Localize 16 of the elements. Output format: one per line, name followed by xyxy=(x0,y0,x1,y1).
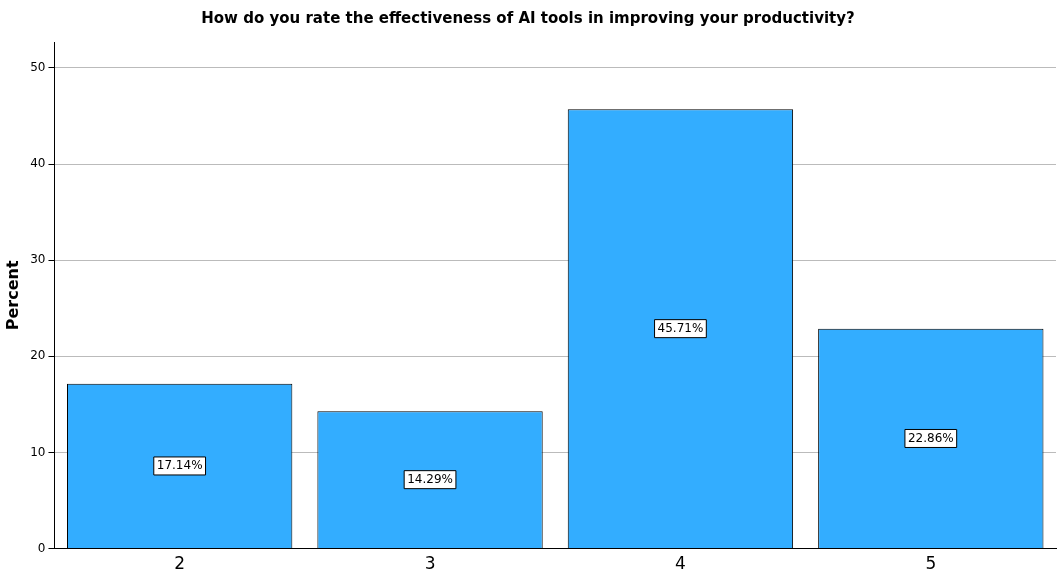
y-tick-label: 20 xyxy=(30,348,46,363)
data-label: 14.29% xyxy=(407,471,453,486)
y-tick-label: 10 xyxy=(30,444,46,459)
data-label: 45.71% xyxy=(657,320,704,335)
x-tick-label: 3 xyxy=(424,553,436,574)
data-label: 17.14% xyxy=(156,458,203,473)
y-tick-label: 30 xyxy=(30,252,46,267)
data-label: 22.86% xyxy=(907,430,954,445)
y-tick-label: 40 xyxy=(30,156,46,171)
x-tick-label: 4 xyxy=(675,553,686,574)
x-tick-label: 5 xyxy=(925,553,937,574)
chart-title: How do you rate the effectiveness of AI tools in improving your productivity? xyxy=(201,8,855,27)
x-tick-label: 2 xyxy=(174,553,186,574)
y-axis-title: Percent xyxy=(2,260,22,331)
y-tick-label: 0 xyxy=(37,540,46,555)
y-tick-label: 50 xyxy=(30,60,46,75)
